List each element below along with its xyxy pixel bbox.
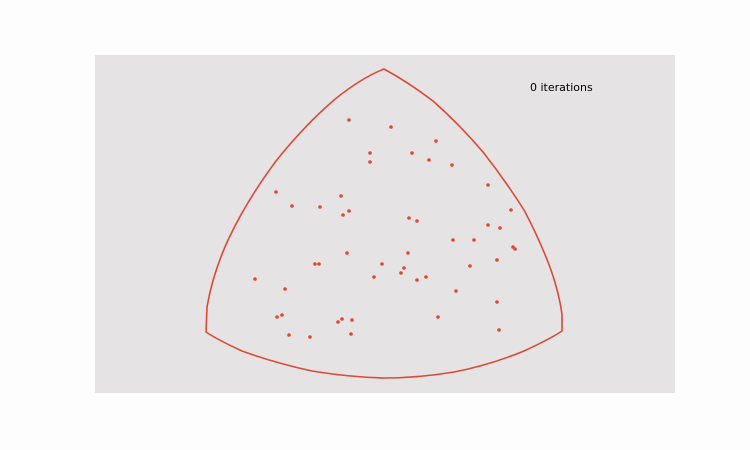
point	[340, 317, 344, 321]
point	[350, 318, 354, 322]
point	[498, 226, 502, 230]
point	[308, 335, 312, 339]
point	[287, 333, 291, 337]
point	[372, 275, 376, 279]
point	[345, 251, 349, 255]
point	[472, 238, 476, 242]
point	[275, 315, 279, 319]
point	[486, 183, 490, 187]
point	[341, 213, 345, 217]
point	[495, 300, 499, 304]
panel-background	[95, 55, 675, 393]
point	[280, 313, 284, 317]
iteration-counter: 0 iterations	[530, 81, 593, 94]
point	[399, 271, 403, 275]
point	[486, 223, 490, 227]
point	[368, 160, 372, 164]
point	[347, 209, 351, 213]
point	[424, 275, 428, 279]
point	[415, 278, 419, 282]
point	[349, 332, 353, 336]
point	[339, 194, 343, 198]
point	[380, 262, 384, 266]
point	[406, 251, 410, 255]
point	[389, 125, 393, 129]
point	[283, 287, 287, 291]
point	[513, 247, 517, 251]
curved-triangle-boundary	[205, 68, 563, 379]
point	[410, 151, 414, 155]
point	[436, 315, 440, 319]
point	[450, 163, 454, 167]
point	[336, 320, 340, 324]
point	[290, 204, 294, 208]
point	[434, 139, 438, 143]
point	[509, 208, 513, 212]
point	[407, 216, 411, 220]
point	[415, 219, 419, 223]
point	[368, 151, 372, 155]
point	[347, 118, 351, 122]
point	[497, 328, 501, 332]
point	[313, 262, 317, 266]
point	[274, 190, 278, 194]
point	[318, 205, 322, 209]
point	[402, 266, 406, 270]
point	[253, 277, 257, 281]
point	[317, 262, 321, 266]
point	[451, 238, 455, 242]
point	[454, 289, 458, 293]
point	[468, 264, 472, 268]
point	[427, 158, 431, 162]
point-cloud	[253, 118, 517, 339]
point	[495, 258, 499, 262]
